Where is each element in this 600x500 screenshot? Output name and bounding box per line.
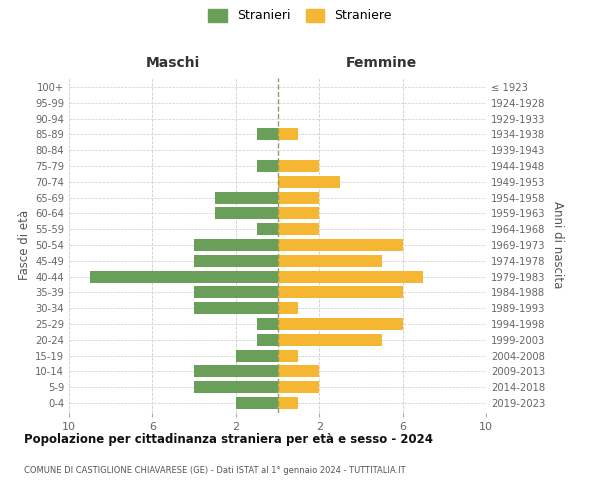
Bar	[257, 334, 277, 345]
Bar	[257, 128, 277, 140]
Bar	[194, 255, 277, 266]
Bar	[277, 270, 424, 282]
Bar	[277, 128, 298, 140]
Bar	[277, 366, 319, 378]
Bar	[277, 208, 319, 220]
Bar	[277, 255, 382, 266]
Bar	[277, 397, 298, 409]
Text: COMUNE DI CASTIGLIONE CHIAVARESE (GE) - Dati ISTAT al 1° gennaio 2024 - TUTTITAL: COMUNE DI CASTIGLIONE CHIAVARESE (GE) - …	[24, 466, 406, 475]
Bar	[277, 286, 403, 298]
Bar	[194, 239, 277, 251]
Bar	[194, 366, 277, 378]
Bar	[277, 160, 319, 172]
Text: Popolazione per cittadinanza straniera per età e sesso - 2024: Popolazione per cittadinanza straniera p…	[24, 432, 433, 446]
Bar	[277, 224, 319, 235]
Bar	[277, 239, 403, 251]
Text: Maschi: Maschi	[146, 56, 200, 70]
Bar	[277, 302, 298, 314]
Bar	[257, 224, 277, 235]
Bar	[257, 318, 277, 330]
Bar	[90, 270, 277, 282]
Y-axis label: Anni di nascita: Anni di nascita	[551, 202, 564, 288]
Bar	[215, 192, 277, 203]
Bar	[194, 382, 277, 393]
Bar	[277, 334, 382, 345]
Legend: Stranieri, Straniere: Stranieri, Straniere	[206, 6, 394, 25]
Y-axis label: Fasce di età: Fasce di età	[18, 210, 31, 280]
Text: Femmine: Femmine	[346, 56, 418, 70]
Bar	[215, 208, 277, 220]
Bar	[257, 160, 277, 172]
Bar	[236, 350, 277, 362]
Bar	[277, 176, 340, 188]
Bar	[194, 286, 277, 298]
Bar	[194, 302, 277, 314]
Bar	[277, 382, 319, 393]
Bar	[277, 318, 403, 330]
Bar	[277, 192, 319, 203]
Bar	[277, 350, 298, 362]
Bar	[236, 397, 277, 409]
